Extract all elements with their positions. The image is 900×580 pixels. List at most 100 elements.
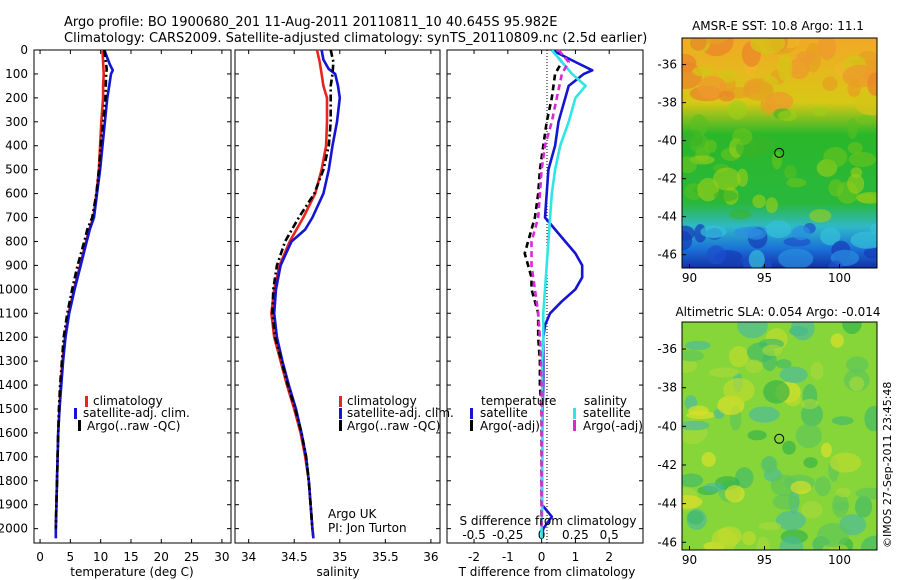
argo-position-marker — [774, 147, 785, 158]
series-line-temperature-argo-adj- — [523, 49, 564, 529]
sla-texture-blob — [835, 487, 851, 498]
sst-field-texture — [682, 38, 877, 268]
sla-texture-blob — [737, 322, 768, 339]
legend-swatch-climatology — [85, 396, 88, 407]
sla-texture-blob — [763, 380, 790, 404]
map-y-tick-label: -42 — [657, 458, 677, 472]
map-y-tick-label: -38 — [657, 96, 677, 110]
sst-texture-blob — [792, 225, 811, 241]
series-line-salinity-argo-adj- — [530, 49, 571, 529]
legend-label-satellite: satellite-adj. clim. — [347, 406, 454, 420]
map-x-tick-label: 95 — [757, 553, 772, 567]
sst-texture-blob — [689, 38, 707, 51]
sla-texture-blob — [682, 495, 703, 509]
depth-tick-label: 1500 — [0, 402, 28, 416]
sst-heatmap — [682, 38, 877, 268]
sst-map-axes: 90 95 100 -36 -38 -40 -42 -44 -46 — [657, 58, 851, 285]
sst-texture-blob — [683, 129, 704, 147]
depth-tick-label: 500 — [5, 163, 28, 177]
x-tick-label: 34.5 — [281, 550, 308, 564]
sla-texture-blob — [782, 440, 796, 455]
sla-texture-blob — [762, 344, 783, 357]
sla-texture-blob — [682, 358, 698, 373]
legend-swatch-satellite — [74, 408, 77, 419]
sst-texture-blob — [857, 115, 875, 125]
legend-label-sal-argo: Argo(-adj) — [583, 419, 643, 433]
series-line-climatology — [54, 49, 105, 539]
depth-tick-label: 1100 — [0, 306, 28, 320]
sla-texture-blob — [864, 406, 877, 432]
sla-texture-blob — [795, 423, 822, 449]
sst-texture-blob — [765, 91, 794, 112]
sst-texture-blob — [812, 106, 828, 117]
depth-tick-label: 800 — [5, 234, 28, 248]
x-tick-label: 10 — [93, 550, 108, 564]
legend-label-argo: Argo(..raw -QC) — [347, 419, 440, 433]
sst-texture-blob — [732, 128, 753, 146]
difference-legend: temperature salinity satellite Argo(-adj… — [470, 394, 643, 433]
legend-label-sal-satellite: satellite — [583, 406, 631, 420]
x-tick-label: 0 — [36, 550, 44, 564]
sst-texture-blob — [848, 151, 876, 168]
legend-label-temp-satellite: satellite — [480, 406, 528, 420]
sst-texture-blob — [823, 147, 848, 168]
sst-texture-blob — [778, 248, 814, 268]
sla-texture-blob — [849, 376, 865, 392]
sla-texture-blob — [784, 393, 802, 407]
map-y-tick-label: -36 — [657, 342, 677, 356]
sla-texture-blob — [717, 526, 742, 546]
salinity-difference-tick-label: -0.5 — [462, 528, 485, 542]
x-tick-label: 20 — [154, 550, 169, 564]
series-line-argo-raw-qc- — [271, 49, 335, 529]
map-x-tick-label: 90 — [682, 271, 697, 285]
depth-tick-label: 400 — [5, 139, 28, 153]
salinity-xlabel: salinity — [316, 565, 359, 579]
sla-map-frame — [681, 321, 878, 551]
sla-texture-blob — [855, 487, 877, 500]
sst-texture-blob — [847, 173, 865, 194]
legend-swatch-argo — [78, 420, 81, 431]
sst-texture-blob — [847, 79, 861, 98]
sla-texture-blob — [682, 420, 710, 431]
sst-texture-blob — [697, 177, 720, 202]
sst-texture-blob — [692, 66, 715, 77]
sst-texture-blob — [700, 38, 728, 44]
sla-texture-blob — [770, 474, 798, 497]
sst-texture-blob — [809, 209, 832, 223]
sla-texture-blob — [747, 430, 767, 441]
sst-texture-blob — [847, 141, 863, 154]
sst-texture-blob — [706, 245, 726, 265]
difference-lines — [523, 48, 594, 539]
sst-texture-blob — [784, 165, 797, 180]
legend-swatch-sal-argo — [573, 420, 576, 431]
sst-map-frame — [681, 37, 878, 269]
sst-texture-blob — [734, 226, 763, 238]
sla-texture-blob — [745, 359, 763, 374]
sst-texture-blob — [729, 209, 752, 220]
depth-tick-label: 1700 — [0, 450, 28, 464]
sla-texture-blob — [790, 480, 812, 495]
map-y-tick-label: -36 — [657, 58, 677, 72]
salinity-y-ticks — [235, 49, 440, 530]
sla-texture-blob — [779, 366, 808, 384]
sla-texture-blob — [831, 416, 854, 426]
sla-map-axes: 90 95 100 -36 -38 -40 -42 -44 -46 — [657, 342, 851, 567]
sla-texture-blob — [814, 476, 831, 497]
depth-tick-label: 1000 — [0, 282, 28, 296]
series-line-salinity-satellite — [540, 49, 587, 539]
sst-texture-blob — [749, 136, 776, 153]
sst-texture-blob — [820, 227, 841, 246]
x-tick-label: -2 — [468, 550, 480, 564]
series-line-climatology — [270, 49, 329, 539]
depth-tick-label: 1900 — [0, 498, 28, 512]
difference-x-axis: -2 -1 0 1 2-0.5 -0.25 0 0.25 0.5 — [462, 50, 619, 564]
sla-texture-blob — [682, 350, 704, 362]
legend-title-salinity: salinity — [584, 394, 627, 408]
salinity-difference-tick-label: -0.25 — [492, 528, 523, 542]
map-y-tick-label: -44 — [657, 497, 677, 511]
salinity-legend: climatology satellite-adj. clim. Argo(..… — [339, 394, 454, 433]
sst-texture-blob — [788, 58, 810, 80]
depth-tick-label: 1800 — [0, 474, 28, 488]
sst-texture-blob — [752, 194, 766, 209]
